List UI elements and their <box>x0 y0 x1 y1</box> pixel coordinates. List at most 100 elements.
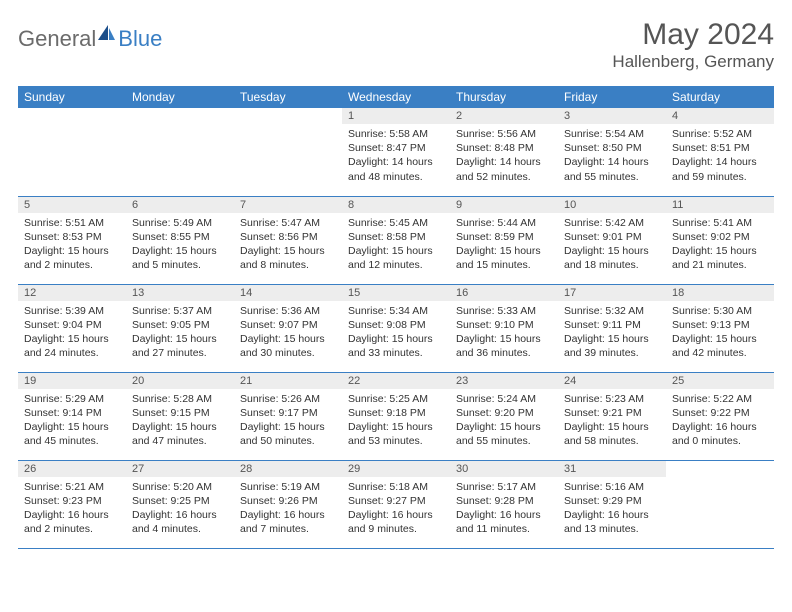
day-number: 6 <box>126 197 234 213</box>
daylight-line: Daylight: 16 hours and 7 minutes. <box>240 508 336 536</box>
day-details: Sunrise: 5:51 AMSunset: 8:53 PMDaylight:… <box>18 213 126 277</box>
day-details: Sunrise: 5:37 AMSunset: 9:05 PMDaylight:… <box>126 301 234 365</box>
sunrise-line: Sunrise: 5:49 AM <box>132 216 228 230</box>
calendar-week-row: 5Sunrise: 5:51 AMSunset: 8:53 PMDaylight… <box>18 196 774 284</box>
daylight-line: Daylight: 16 hours and 11 minutes. <box>456 508 552 536</box>
sunrise-line: Sunrise: 5:19 AM <box>240 480 336 494</box>
day-number: 31 <box>558 461 666 477</box>
day-details: Sunrise: 5:20 AMSunset: 9:25 PMDaylight:… <box>126 477 234 541</box>
sunrise-line: Sunrise: 5:28 AM <box>132 392 228 406</box>
sunset-line: Sunset: 9:04 PM <box>24 318 120 332</box>
sunset-line: Sunset: 9:13 PM <box>672 318 768 332</box>
daylight-line: Daylight: 16 hours and 0 minutes. <box>672 420 768 448</box>
day-number: 27 <box>126 461 234 477</box>
day-details: Sunrise: 5:49 AMSunset: 8:55 PMDaylight:… <box>126 213 234 277</box>
day-number: 17 <box>558 285 666 301</box>
sunset-line: Sunset: 9:08 PM <box>348 318 444 332</box>
day-number: 15 <box>342 285 450 301</box>
calendar-week-row: 26Sunrise: 5:21 AMSunset: 9:23 PMDayligh… <box>18 460 774 548</box>
sunrise-line: Sunrise: 5:25 AM <box>348 392 444 406</box>
weekday-header: Tuesday <box>234 86 342 108</box>
calendar-day-cell: 20Sunrise: 5:28 AMSunset: 9:15 PMDayligh… <box>126 372 234 460</box>
daylight-line: Daylight: 14 hours and 52 minutes. <box>456 155 552 183</box>
sunrise-line: Sunrise: 5:39 AM <box>24 304 120 318</box>
daylight-line: Daylight: 15 hours and 55 minutes. <box>456 420 552 448</box>
daylight-line: Daylight: 16 hours and 4 minutes. <box>132 508 228 536</box>
day-details: Sunrise: 5:26 AMSunset: 9:17 PMDaylight:… <box>234 389 342 453</box>
sunset-line: Sunset: 9:11 PM <box>564 318 660 332</box>
day-number: 26 <box>18 461 126 477</box>
sunrise-line: Sunrise: 5:18 AM <box>348 480 444 494</box>
day-number: 1 <box>342 108 450 124</box>
daylight-line: Daylight: 16 hours and 9 minutes. <box>348 508 444 536</box>
day-details: Sunrise: 5:30 AMSunset: 9:13 PMDaylight:… <box>666 301 774 365</box>
sunset-line: Sunset: 9:07 PM <box>240 318 336 332</box>
calendar-day-cell: 12Sunrise: 5:39 AMSunset: 9:04 PMDayligh… <box>18 284 126 372</box>
calendar-day-cell: 6Sunrise: 5:49 AMSunset: 8:55 PMDaylight… <box>126 196 234 284</box>
calendar-day-cell: 19Sunrise: 5:29 AMSunset: 9:14 PMDayligh… <box>18 372 126 460</box>
calendar-day-cell <box>234 108 342 196</box>
weekday-header: Saturday <box>666 86 774 108</box>
sunrise-line: Sunrise: 5:30 AM <box>672 304 768 318</box>
day-number: 8 <box>342 197 450 213</box>
day-details: Sunrise: 5:22 AMSunset: 9:22 PMDaylight:… <box>666 389 774 453</box>
calendar-day-cell: 11Sunrise: 5:41 AMSunset: 9:02 PMDayligh… <box>666 196 774 284</box>
calendar-day-cell <box>126 108 234 196</box>
daylight-line: Daylight: 15 hours and 47 minutes. <box>132 420 228 448</box>
calendar-day-cell: 27Sunrise: 5:20 AMSunset: 9:25 PMDayligh… <box>126 460 234 548</box>
day-number: 18 <box>666 285 774 301</box>
calendar-day-cell: 26Sunrise: 5:21 AMSunset: 9:23 PMDayligh… <box>18 460 126 548</box>
daylight-line: Daylight: 15 hours and 39 minutes. <box>564 332 660 360</box>
sunrise-line: Sunrise: 5:29 AM <box>24 392 120 406</box>
sunset-line: Sunset: 9:23 PM <box>24 494 120 508</box>
day-details: Sunrise: 5:58 AMSunset: 8:47 PMDaylight:… <box>342 124 450 188</box>
brand-sail-icon <box>96 24 116 47</box>
weekday-header: Wednesday <box>342 86 450 108</box>
day-details: Sunrise: 5:18 AMSunset: 9:27 PMDaylight:… <box>342 477 450 541</box>
daylight-line: Daylight: 14 hours and 48 minutes. <box>348 155 444 183</box>
sunset-line: Sunset: 9:26 PM <box>240 494 336 508</box>
calendar-table: Sunday Monday Tuesday Wednesday Thursday… <box>18 86 774 549</box>
day-details: Sunrise: 5:36 AMSunset: 9:07 PMDaylight:… <box>234 301 342 365</box>
page-header: General Blue May 2024 Hallenberg, German… <box>18 18 774 72</box>
sunset-line: Sunset: 8:53 PM <box>24 230 120 244</box>
calendar-day-cell <box>18 108 126 196</box>
weekday-header-row: Sunday Monday Tuesday Wednesday Thursday… <box>18 86 774 108</box>
daylight-line: Daylight: 15 hours and 12 minutes. <box>348 244 444 272</box>
day-number: 3 <box>558 108 666 124</box>
daylight-line: Daylight: 15 hours and 30 minutes. <box>240 332 336 360</box>
day-number: 28 <box>234 461 342 477</box>
sunrise-line: Sunrise: 5:23 AM <box>564 392 660 406</box>
calendar-day-cell: 31Sunrise: 5:16 AMSunset: 9:29 PMDayligh… <box>558 460 666 548</box>
sunset-line: Sunset: 8:48 PM <box>456 141 552 155</box>
day-number: 22 <box>342 373 450 389</box>
calendar-day-cell: 5Sunrise: 5:51 AMSunset: 8:53 PMDaylight… <box>18 196 126 284</box>
day-number: 4 <box>666 108 774 124</box>
sunrise-line: Sunrise: 5:34 AM <box>348 304 444 318</box>
day-number: 24 <box>558 373 666 389</box>
sunset-line: Sunset: 8:55 PM <box>132 230 228 244</box>
day-number: 2 <box>450 108 558 124</box>
daylight-line: Daylight: 15 hours and 42 minutes. <box>672 332 768 360</box>
sunset-line: Sunset: 9:17 PM <box>240 406 336 420</box>
daylight-line: Daylight: 15 hours and 15 minutes. <box>456 244 552 272</box>
calendar-day-cell: 22Sunrise: 5:25 AMSunset: 9:18 PMDayligh… <box>342 372 450 460</box>
daylight-line: Daylight: 15 hours and 27 minutes. <box>132 332 228 360</box>
daylight-line: Daylight: 15 hours and 5 minutes. <box>132 244 228 272</box>
calendar-day-cell: 24Sunrise: 5:23 AMSunset: 9:21 PMDayligh… <box>558 372 666 460</box>
sunset-line: Sunset: 8:58 PM <box>348 230 444 244</box>
sunset-line: Sunset: 9:18 PM <box>348 406 444 420</box>
day-number: 25 <box>666 373 774 389</box>
day-details: Sunrise: 5:54 AMSunset: 8:50 PMDaylight:… <box>558 124 666 188</box>
daylight-line: Daylight: 15 hours and 58 minutes. <box>564 420 660 448</box>
calendar-day-cell: 16Sunrise: 5:33 AMSunset: 9:10 PMDayligh… <box>450 284 558 372</box>
sunrise-line: Sunrise: 5:58 AM <box>348 127 444 141</box>
brand-logo: General Blue <box>18 18 162 53</box>
sunrise-line: Sunrise: 5:20 AM <box>132 480 228 494</box>
day-details: Sunrise: 5:24 AMSunset: 9:20 PMDaylight:… <box>450 389 558 453</box>
calendar-day-cell: 30Sunrise: 5:17 AMSunset: 9:28 PMDayligh… <box>450 460 558 548</box>
weekday-header: Sunday <box>18 86 126 108</box>
day-details: Sunrise: 5:23 AMSunset: 9:21 PMDaylight:… <box>558 389 666 453</box>
day-details: Sunrise: 5:45 AMSunset: 8:58 PMDaylight:… <box>342 213 450 277</box>
daylight-line: Daylight: 15 hours and 24 minutes. <box>24 332 120 360</box>
